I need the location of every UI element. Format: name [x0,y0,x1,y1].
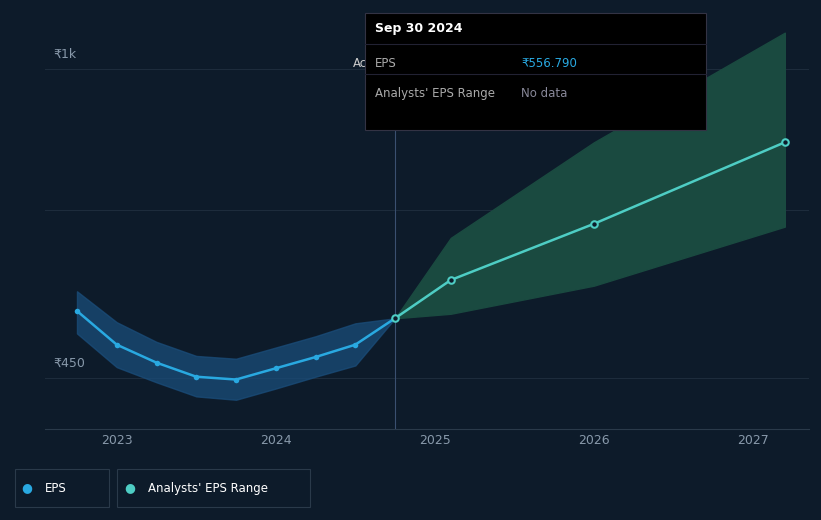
Point [778,138,791,147]
Text: EPS: EPS [45,482,67,495]
Text: EPS: EPS [375,57,397,70]
Point [587,219,600,228]
Text: Analysts' EPS Range: Analysts' EPS Range [375,87,495,100]
Text: Analysts' EPS Range: Analysts' EPS Range [148,482,268,495]
Point [349,341,362,349]
Text: Sep 30 2024: Sep 30 2024 [375,22,463,35]
Point [388,314,401,322]
Point [269,364,282,372]
Point [230,375,243,384]
Text: No data: No data [521,87,567,100]
Text: ●: ● [21,482,32,495]
Text: ₹556.790: ₹556.790 [521,57,577,70]
Point [309,353,322,361]
Point [190,372,203,381]
Point [444,276,457,284]
Text: ₹450: ₹450 [53,357,85,370]
Text: ₹1k: ₹1k [53,48,76,61]
Text: Analysts Forecasts: Analysts Forecasts [403,57,513,70]
Text: ●: ● [124,482,135,495]
Text: Actual: Actual [353,57,390,70]
Point [388,314,401,322]
Point [71,307,84,315]
Point [150,358,163,367]
Point [110,341,123,349]
